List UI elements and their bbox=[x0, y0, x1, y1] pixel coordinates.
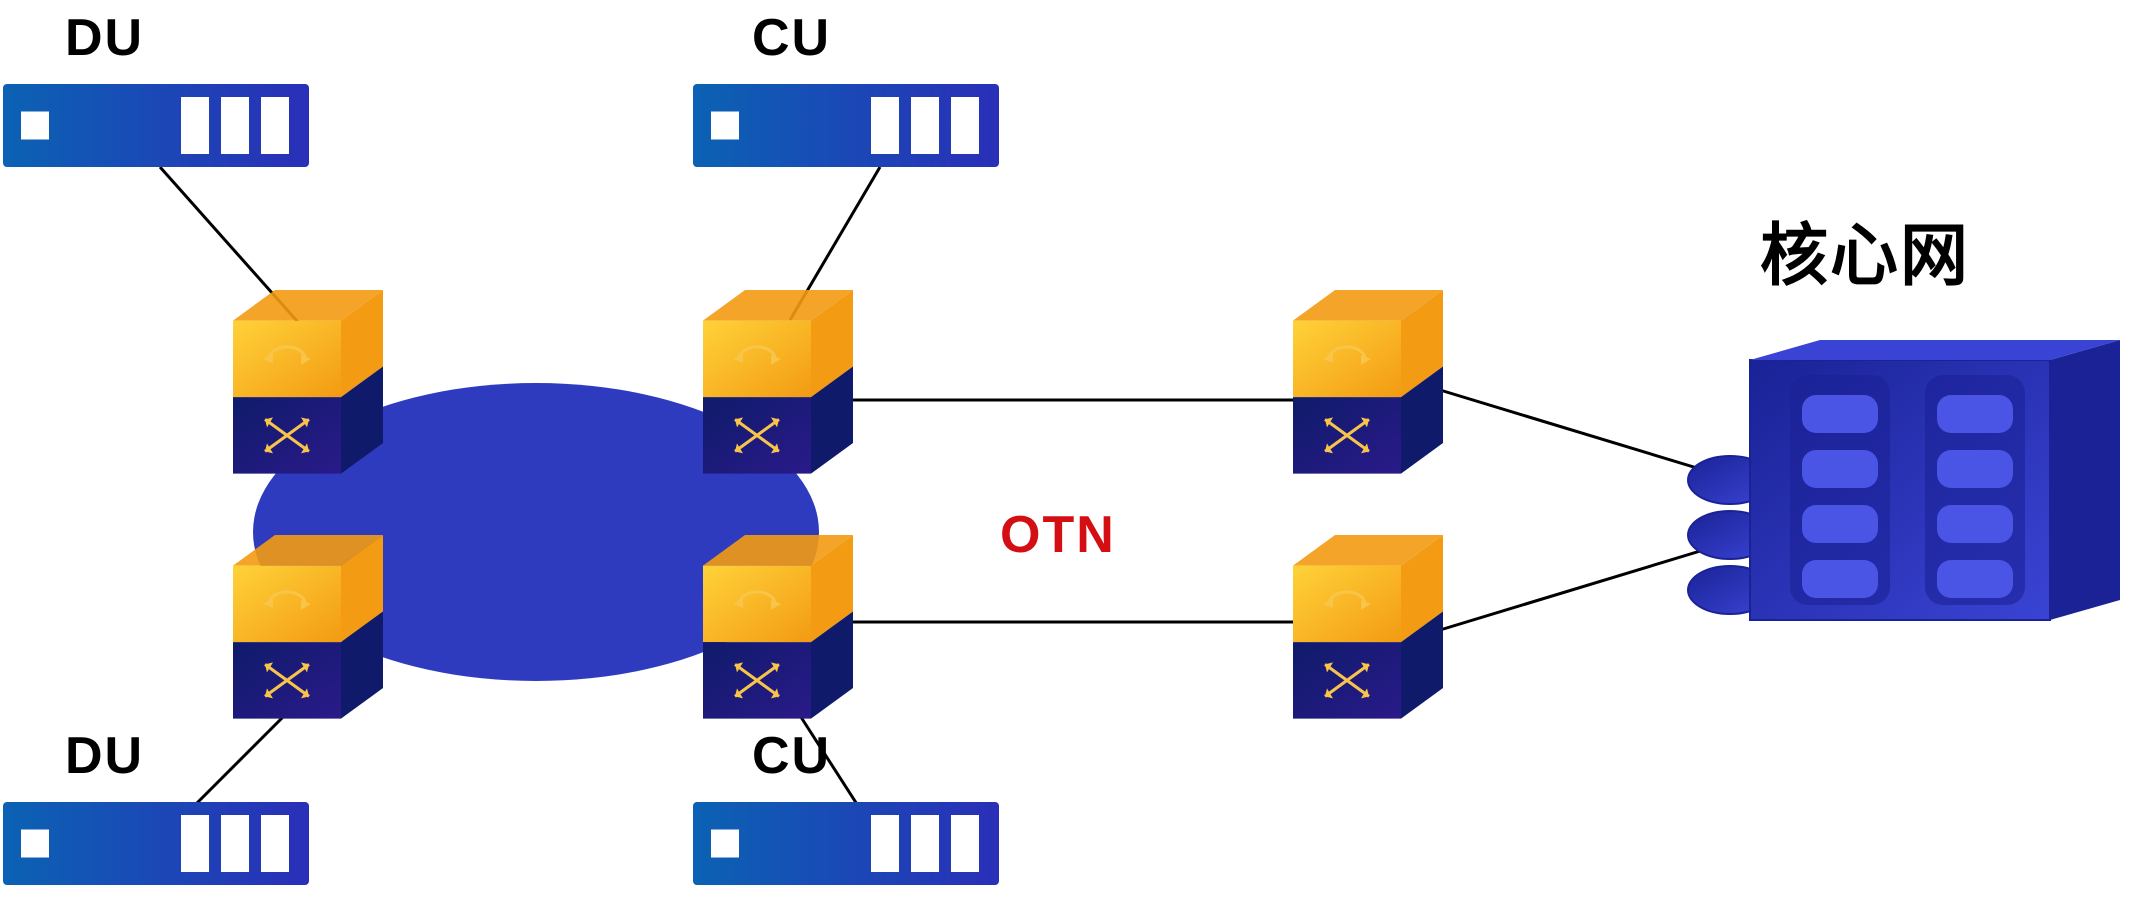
otn-node-n3 bbox=[703, 290, 853, 474]
core-network-device bbox=[1688, 340, 2120, 620]
topology-nodes-layer bbox=[0, 0, 2137, 912]
diagram-stage: DU DU CU CU 核心网 OTN OTN bbox=[0, 0, 2137, 912]
otn-node-n5 bbox=[1293, 290, 1443, 474]
otn-label-left: OTN bbox=[435, 505, 551, 565]
du-label-top-left: DU bbox=[65, 8, 144, 68]
server-tl bbox=[3, 84, 309, 167]
core-network-label: 核心网 bbox=[1760, 200, 1970, 299]
topology-link bbox=[160, 167, 305, 330]
cu-label-bottom: CU bbox=[752, 726, 831, 786]
server-bc bbox=[693, 802, 999, 885]
topology-link bbox=[790, 167, 880, 320]
otn-node-n1 bbox=[233, 290, 383, 474]
otn-node-n2 bbox=[233, 535, 383, 719]
otn-node-n6 bbox=[1293, 535, 1443, 719]
topology-link bbox=[1440, 545, 1720, 630]
otn-node-n4 bbox=[703, 535, 853, 719]
server-bl bbox=[3, 802, 309, 885]
topology-links-layer bbox=[0, 0, 2137, 912]
server-tc bbox=[693, 84, 999, 167]
du-label-bottom-left: DU bbox=[65, 726, 144, 786]
topology-link bbox=[1440, 390, 1720, 475]
otn-label-right: OTN bbox=[1000, 505, 1116, 565]
topology-link bbox=[160, 700, 300, 840]
cu-label-top: CU bbox=[752, 8, 831, 68]
